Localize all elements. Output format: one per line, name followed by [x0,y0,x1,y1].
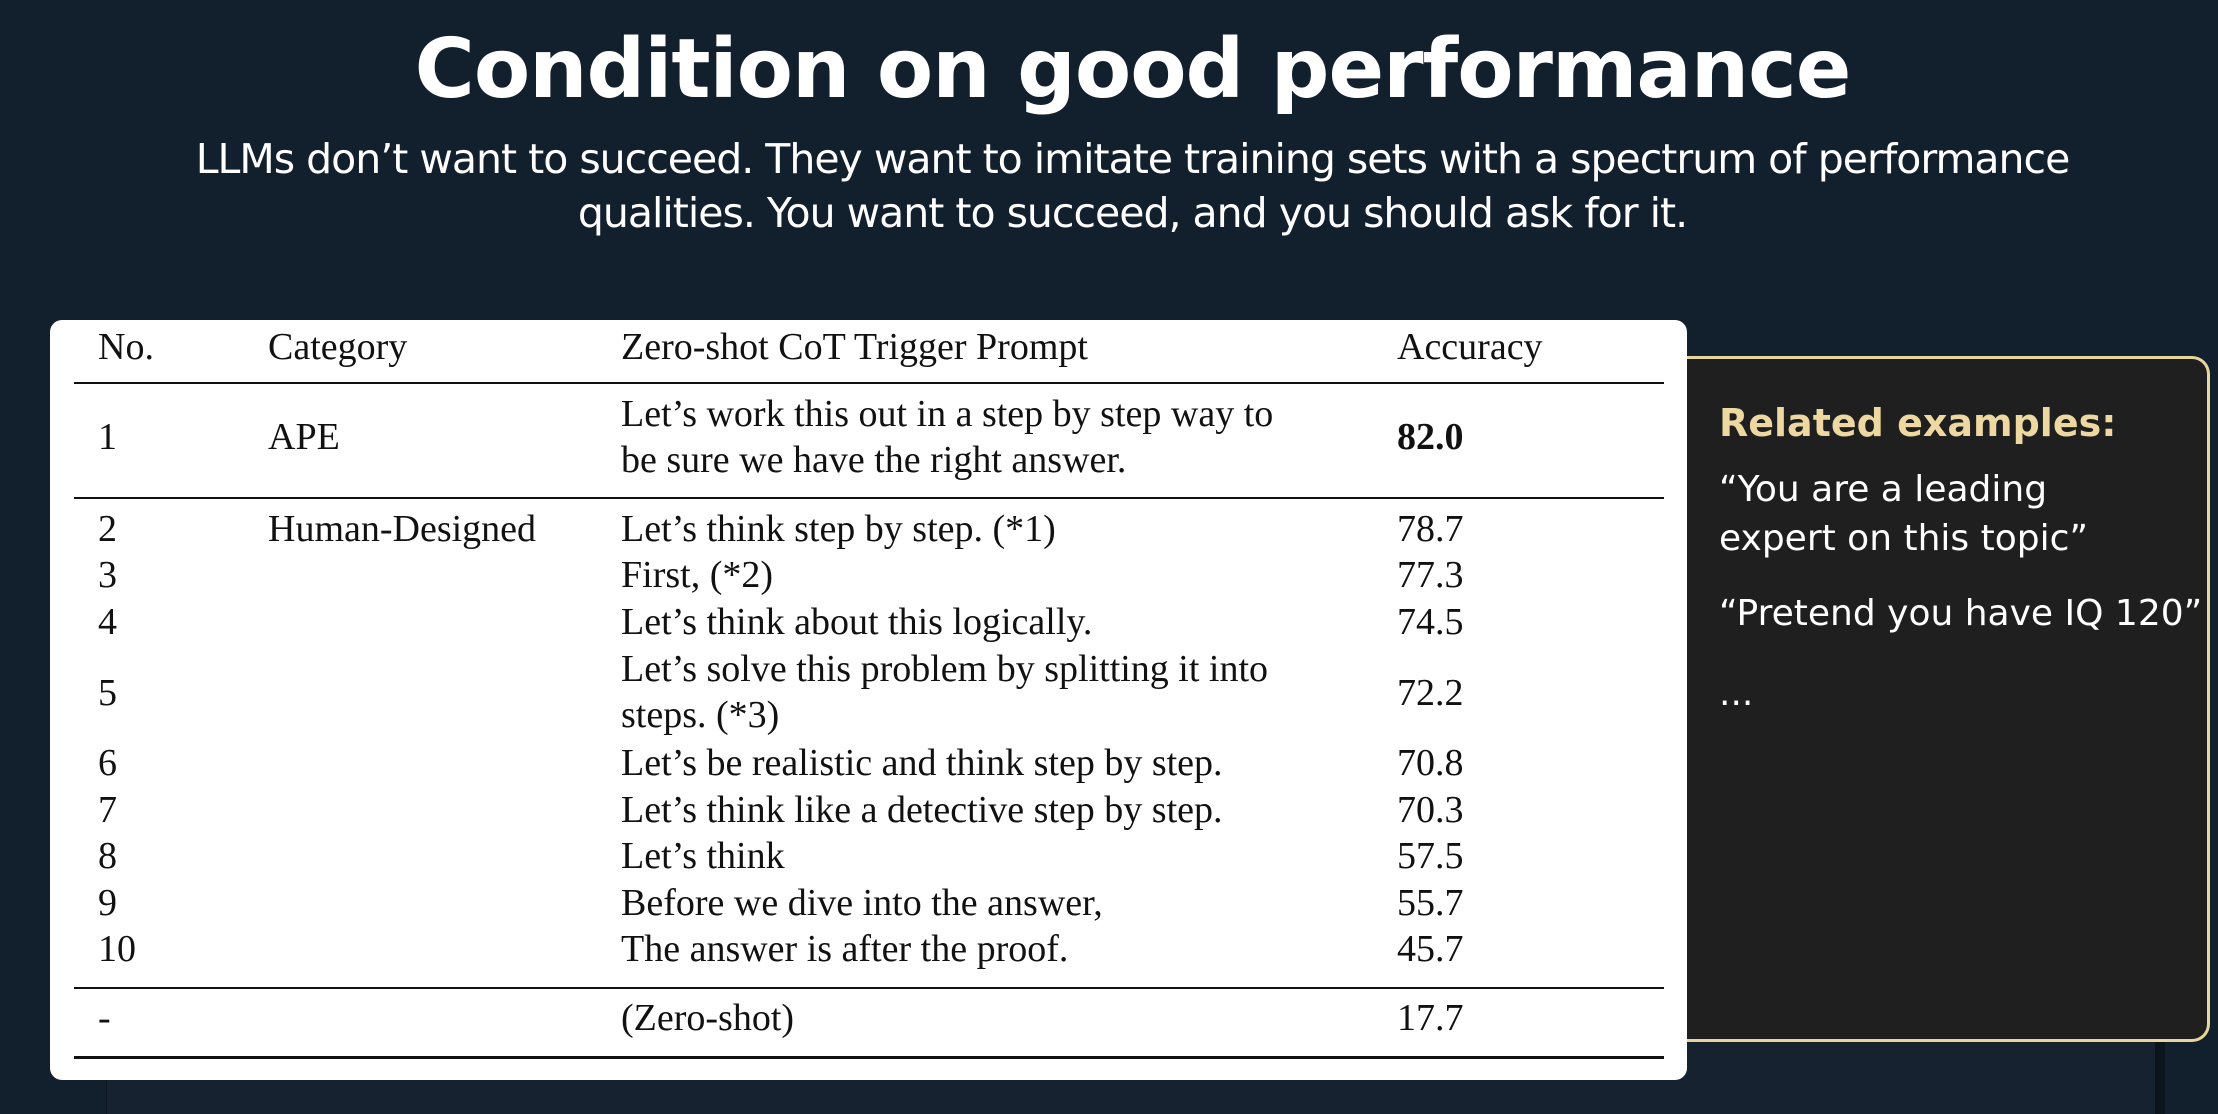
table-row-accuracy: 74.5 [1397,601,1464,643]
table-row-accuracy: 55.7 [1397,882,1464,924]
table-row-no: 6 [98,742,117,784]
table-row-prompt-line: Let’s think about this logically. [621,601,1093,643]
table-row-accuracy: 70.8 [1397,742,1464,784]
subtitle-line-2: qualities. You want to succeed, and you … [577,189,1688,237]
header-accuracy: Accuracy [1397,326,1543,368]
table-row-prompt-line: Before we dive into the answer, [621,882,1103,924]
slide-title: Condition on good performance [414,22,1852,117]
table-row-prompt-line: Let’s be realistic and think step by ste… [621,742,1223,784]
header-category: Category [268,326,408,368]
slide-subtitle: LLMs don’t want to succeed. They want to… [160,132,2105,240]
table-row-prompt-line: (Zero-shot) [621,997,795,1039]
table-row-no: - [98,997,111,1039]
table-row-prompt-line: Let’s think step by step. (*1) [621,508,1056,550]
bottom-rule [74,1056,1664,1059]
table-row-accuracy: 70.3 [1397,789,1464,831]
results-table: No. Category Zero-shot CoT Trigger Promp… [50,320,1687,1080]
table-row-prompt-line: Let’s think like a detective step by ste… [621,789,1223,831]
section-rule [74,987,1664,989]
section-rule [74,497,1664,499]
table-row-prompt-line: Let’s think [621,835,785,877]
table-row-accuracy: 72.2 [1397,672,1464,714]
header-rule [74,382,1664,384]
table-row-no: 7 [98,789,117,831]
table-row-no: 8 [98,835,117,877]
table-row-accuracy: 77.3 [1397,554,1464,596]
table-row-accuracy: 78.7 [1397,508,1464,550]
table-row-accuracy: 82.0 [1397,416,1464,458]
table-row-prompt-line: steps. (*3) [621,694,780,736]
subtitle-line-1: LLMs don’t want to succeed. They want to… [195,135,2071,183]
related-example-1: “You are a leading expert on this topic” [1719,469,2089,559]
table-row-accuracy: 57.5 [1397,835,1464,877]
table-row-accuracy: 17.7 [1397,997,1464,1039]
table-row-no: 9 [98,882,117,924]
table-row-prompt-line: Let’s solve this problem by splitting it… [621,648,1269,690]
header-prompt: Zero-shot CoT Trigger Prompt [621,326,1088,368]
table-row-prompt-line: First, (*2) [621,554,773,596]
table-row-no: 10 [98,928,136,970]
table-row-category: APE [268,416,340,458]
related-examples-title: Related examples: [1719,401,2117,445]
table-row-prompt-line: Let’s work this out in a step by step wa… [621,393,1274,435]
table-row-no: 1 [98,416,117,458]
table-row-accuracy: 45.7 [1397,928,1464,970]
related-ellipsis: ... [1719,673,1754,714]
related-example-2: “Pretend you have IQ 120” [1719,593,2203,634]
related-examples-card: Related examples: “You are a leading exp… [1687,356,2210,1042]
header-no: No. [98,326,154,368]
table-row-no: 3 [98,554,117,596]
table-row-prompt-line: The answer is after the proof. [621,928,1069,970]
table-row-prompt-line: be sure we have the right answer. [621,439,1127,481]
table-row-category: Human-Designed [268,508,537,550]
table-row-no: 2 [98,508,117,550]
table-row-no: 5 [98,672,117,714]
table-row-no: 4 [98,601,117,643]
